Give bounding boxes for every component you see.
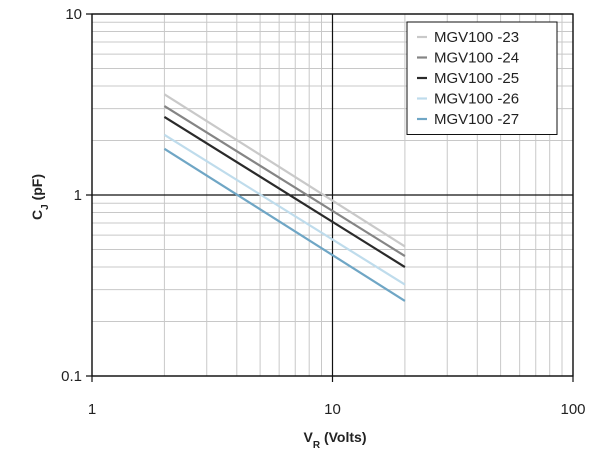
y-axis-title: CJ (pF) [29,174,51,220]
legend-label: MGV100 -24 [434,50,519,67]
series-line-4 [163,133,406,286]
x-tick-label: 1 [88,401,96,418]
series-line-1 [163,93,406,248]
legend: MGV100 -23 MGV100 -24 MGV100 -25 MGV100 -26… [406,21,558,135]
x-tick-label: 10 [324,401,341,418]
series-line-3 [163,115,406,268]
y-tick-label: 0.1 [61,368,82,385]
legend-label: MGV100 -23 [434,29,519,46]
legend-label: MGV100 -26 [434,91,519,108]
x-tick-label: 100 [560,401,585,418]
plot-frame [91,13,574,377]
x-axis-title: VR (Volts) [304,429,367,451]
tick-labels: 1 10 100 0.1 1 10 [61,6,585,418]
series-line-2 [163,105,406,257]
series-layer [163,93,406,302]
y-tick-label: 1 [74,187,82,204]
y-tick-label: 10 [65,6,82,23]
legend-box [406,21,558,135]
legend-label: MGV100 -25 [434,70,519,87]
legend-label: MGV100 -27 [434,111,519,128]
series-line-5 [163,147,406,302]
